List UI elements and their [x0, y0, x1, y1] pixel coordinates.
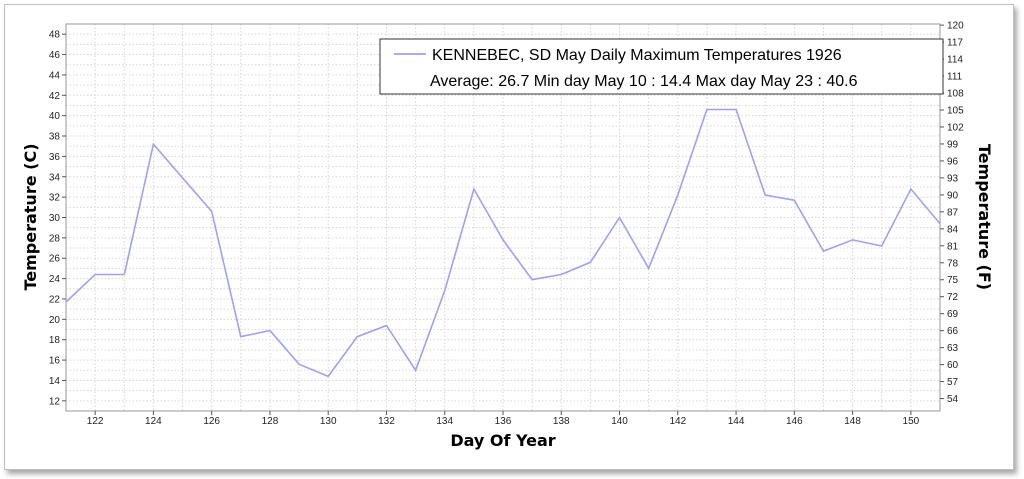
y-tick-label-left: 22 [49, 294, 61, 305]
y-tick-label-right: 63 [947, 343, 959, 354]
y-tick-label-right: 99 [947, 139, 959, 150]
y-tick-label-left: 26 [49, 254, 61, 265]
y-tick-label-left: 30 [49, 213, 61, 224]
y-tick-label-left: 28 [49, 233, 61, 244]
x-tick-label: 134 [436, 416, 453, 427]
y-tick-label-left: 18 [49, 335, 61, 346]
y-tick-label-left: 44 [49, 70, 61, 81]
y-tick-label-left: 12 [49, 396, 61, 407]
y-tick-label-right: 102 [947, 122, 964, 133]
legend-series-label: KENNEBEC, SD May Daily Maximum Temperatu… [432, 47, 842, 64]
y-axis-title-right: Temperature (F) [975, 144, 994, 290]
legend: KENNEBEC, SD May Daily Maximum Temperatu… [379, 38, 944, 95]
y-tick-label-right: 90 [947, 190, 959, 201]
x-tick-label: 146 [786, 416, 803, 427]
y-tick-label-left: 38 [49, 132, 61, 143]
y-tick-label-left: 20 [49, 315, 61, 326]
x-tick-label: 148 [844, 416, 861, 427]
series-line-daily-max [65, 108, 941, 378]
y-tick-label-right: 96 [947, 156, 959, 167]
y-tick-label-left: 16 [49, 356, 61, 367]
y-tick-label-right: 105 [947, 106, 964, 117]
y-tick-label-right: 84 [947, 224, 959, 235]
x-tick-label: 150 [903, 416, 920, 427]
y-tick-label-right: 66 [947, 326, 959, 337]
x-tick-label: 142 [669, 416, 686, 427]
y-tick-label-right: 78 [947, 258, 959, 269]
y-axis-title-left: Temperature (C) [21, 143, 40, 290]
y-tick-label-left: 36 [49, 152, 61, 163]
x-tick-label: 124 [145, 416, 162, 427]
x-tick-label: 122 [87, 416, 104, 427]
y-tick-label-right: 69 [947, 309, 959, 320]
y-tick-label-left: 24 [49, 274, 61, 285]
y-tick-label-left: 14 [49, 376, 61, 387]
y-tick-label-left: 34 [49, 172, 61, 183]
x-tick-label: 132 [378, 416, 395, 427]
y-tick-label-right: 108 [947, 89, 964, 100]
y-tick-label-right: 117 [947, 38, 963, 49]
x-tick-label: 138 [553, 416, 570, 427]
x-tick-label: 144 [728, 416, 745, 427]
x-tick-label: 140 [611, 416, 628, 427]
y-tick-label-right: 111 [947, 72, 963, 83]
x-tick-label: 128 [262, 416, 279, 427]
y-tick-label-left: 46 [49, 50, 61, 61]
tick-labels: 122 124 126 128 130 132 134 136 138 140 142 144 146 1… [49, 21, 964, 427]
y-tick-label-right: 120 [947, 21, 964, 32]
y-tick-label-right: 60 [947, 360, 959, 371]
y-tick-label-right: 81 [947, 241, 959, 252]
x-tick-label: 126 [203, 416, 220, 427]
legend-summary: Average: 26.7 Min day May 10 : 14.4 Max … [430, 73, 858, 90]
y-tick-label-right: 75 [947, 275, 959, 286]
y-tick-label-left: 40 [49, 111, 61, 122]
y-tick-label-right: 72 [947, 292, 959, 303]
y-tick-label-right: 114 [947, 55, 963, 66]
x-axis-title: Day Of Year [450, 431, 555, 450]
y-tick-label-left: 32 [49, 193, 61, 204]
x-tick-label: 136 [495, 416, 512, 427]
y-tick-label-right: 57 [947, 377, 959, 388]
y-tick-label-left: 42 [49, 91, 61, 102]
y-tick-label-right: 54 [947, 394, 959, 405]
y-tick-label-left: 48 [49, 30, 61, 41]
legend-box [379, 38, 944, 95]
x-tick-label: 130 [320, 416, 337, 427]
y-tick-label-right: 93 [947, 173, 959, 184]
y-tick-label-right: 87 [947, 207, 959, 218]
